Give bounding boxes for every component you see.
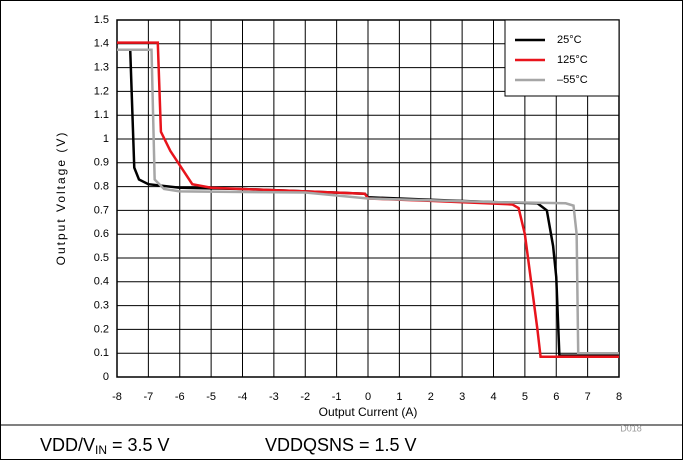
x-tick-label: 2 (428, 391, 434, 403)
x-tick-label: -3 (269, 391, 279, 403)
y-tick-label: 1 (103, 133, 109, 145)
y-tick-label: 0.9 (94, 157, 109, 169)
x-tick-label: 7 (585, 391, 591, 403)
x-tick-label: 1 (396, 391, 402, 403)
x-tick-label: 4 (490, 391, 496, 403)
x-axis-label: Output Current (A) (319, 405, 418, 419)
x-tick-label: -6 (175, 391, 185, 403)
y-tick-label: 0.5 (94, 252, 109, 264)
x-tick-label: -8 (112, 391, 122, 403)
legend-box (504, 19, 620, 97)
x-tick-label: -5 (206, 391, 216, 403)
x-tick-label: 8 (616, 391, 622, 403)
y-tick-label: 0.6 (94, 228, 109, 240)
x-tick-label: -2 (300, 391, 310, 403)
caption-subscript: IN (95, 443, 107, 457)
y-tick-label: 1.4 (94, 38, 109, 50)
x-tick-label: 3 (459, 391, 465, 403)
caption: VDD/VIN = 3.5 V (40, 435, 170, 457)
legend-label: 125°C (557, 54, 588, 66)
y-tick-label: 1.1 (94, 109, 109, 121)
series-line (117, 48, 619, 355)
y-tick-label: 0.2 (94, 323, 109, 335)
caption: VDDQSNS = 1.5 V (265, 435, 417, 455)
series-line (117, 41, 619, 359)
legend-label: 25°C (557, 34, 582, 46)
x-tick-label: -4 (238, 391, 248, 403)
caption-part: = 3.5 V (107, 435, 170, 455)
y-tick-label: 0 (103, 371, 109, 383)
x-tick-label: -7 (143, 391, 153, 403)
y-tick-label: 1.3 (94, 62, 109, 74)
x-tick-label: 5 (522, 391, 528, 403)
legend-label: –55°C (557, 74, 588, 86)
plot-border (116, 19, 620, 378)
y-tick-label: 0.4 (94, 276, 109, 288)
y-tick-label: 0.1 (94, 347, 109, 359)
x-tick-label: 0 (365, 391, 371, 403)
x-tick-label: -1 (332, 391, 342, 403)
x-tick-label: 6 (553, 391, 559, 403)
y-tick-label: 1.5 (94, 14, 109, 26)
y-tick-label: 0.8 (94, 181, 109, 193)
figure-id: D018 (620, 423, 642, 433)
y-tick-label: 0.3 (94, 300, 109, 312)
y-tick-label: 1.2 (94, 85, 109, 97)
caption-part: VDD/V (40, 435, 95, 455)
y-tick-label: 0.7 (94, 204, 109, 216)
y-axis-label: Output Voltage (V) (54, 131, 68, 266)
